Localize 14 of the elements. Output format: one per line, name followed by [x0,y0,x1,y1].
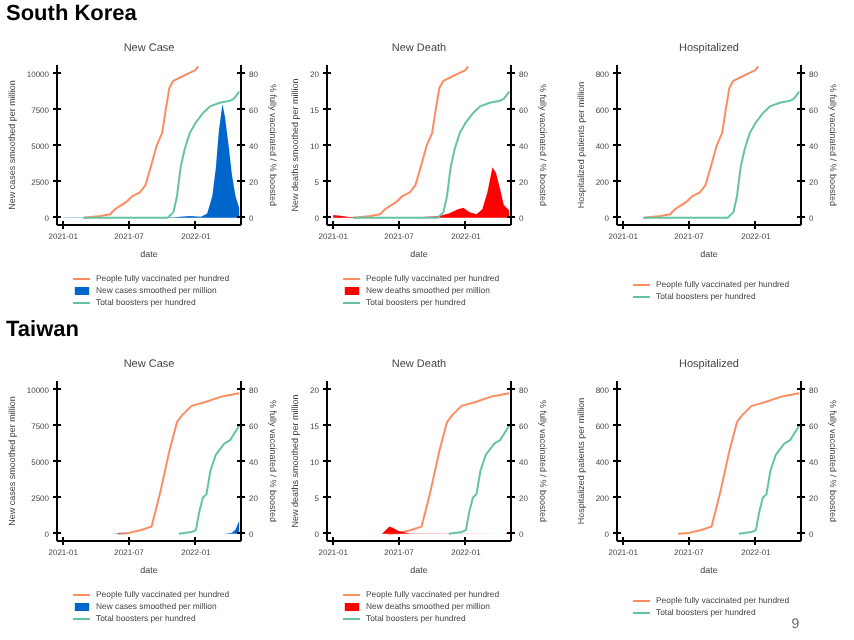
line-series [737,424,801,535]
line-series [447,424,511,535]
line-series [352,90,511,219]
line-series [677,392,801,535]
line-series [387,392,511,535]
line-series [82,90,241,219]
line-series [352,65,470,219]
line-series [117,392,241,535]
line-series [82,65,200,219]
line-series [642,65,760,219]
text: South Korea [6,0,137,28]
text: Taiwan [6,316,79,344]
line-series [177,424,241,535]
line-series [642,90,801,219]
